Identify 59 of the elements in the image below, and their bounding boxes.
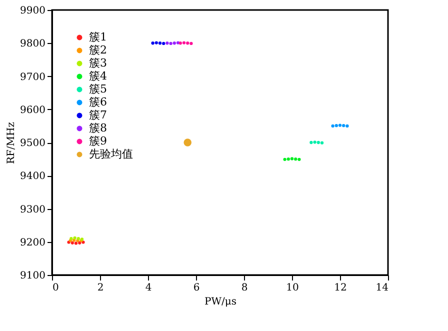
point: [151, 42, 154, 45]
y-tick-label: 9100: [20, 270, 46, 282]
point: [286, 157, 290, 161]
x-tick-label: 8: [241, 282, 248, 294]
legend-label: 簇9: [89, 134, 107, 148]
point: [182, 41, 186, 44]
legend-label: 簇3: [89, 56, 107, 70]
point: [166, 42, 169, 45]
point: [346, 124, 349, 128]
legend-label: 簇5: [89, 82, 107, 96]
point: [342, 124, 346, 128]
point: [313, 140, 316, 144]
legend-label: 簇2: [89, 44, 107, 56]
point: [338, 124, 342, 127]
legend-label: 簇7: [89, 108, 107, 122]
x-tick-label: 4: [145, 282, 152, 294]
point: [316, 140, 320, 144]
point: [294, 157, 298, 161]
y-tick-label: 9700: [20, 72, 46, 83]
point: [178, 42, 182, 45]
point: [186, 42, 190, 45]
point: [169, 42, 172, 46]
y-tick-label: 9500: [20, 138, 46, 149]
y-tick-label: 9900: [20, 6, 46, 16]
legend-label: 簇4: [89, 70, 107, 82]
x-tick-label: 2: [97, 282, 104, 294]
point: [158, 42, 162, 45]
y-tick-label: 9200: [20, 237, 46, 248]
x-tick-label: 12: [334, 282, 347, 294]
point: [298, 158, 301, 161]
legend-label: 先验均值: [89, 148, 133, 160]
point: [184, 138, 192, 146]
point: [320, 141, 324, 144]
legend-label: 簇6: [89, 96, 107, 108]
x-tick-label: 0: [52, 282, 59, 294]
point: [283, 158, 286, 161]
point: [70, 241, 74, 244]
point: [73, 236, 76, 240]
x-tick-label: 14: [376, 282, 388, 294]
x-tick-label: 6: [193, 282, 200, 294]
point: [190, 42, 193, 46]
point: [310, 140, 313, 144]
point: [154, 41, 158, 44]
point: [176, 41, 180, 44]
y-tick-label: 9800: [20, 38, 46, 50]
point: [290, 157, 294, 160]
point: [172, 42, 176, 45]
legend-label: 簇1: [89, 30, 107, 44]
y-axis-title: RF/MHz: [6, 122, 18, 164]
y-tick-label: 9400: [20, 171, 46, 182]
point: [331, 124, 334, 128]
point: [162, 42, 166, 46]
x-tick-label: 10: [286, 282, 299, 294]
legend-label: 簇8: [89, 122, 107, 134]
y-tick-label: 9600: [20, 104, 46, 116]
x-axis-title: PW/μs: [204, 296, 237, 308]
y-tick-label: 9300: [20, 204, 46, 216]
point: [334, 124, 338, 128]
point: [74, 242, 78, 245]
